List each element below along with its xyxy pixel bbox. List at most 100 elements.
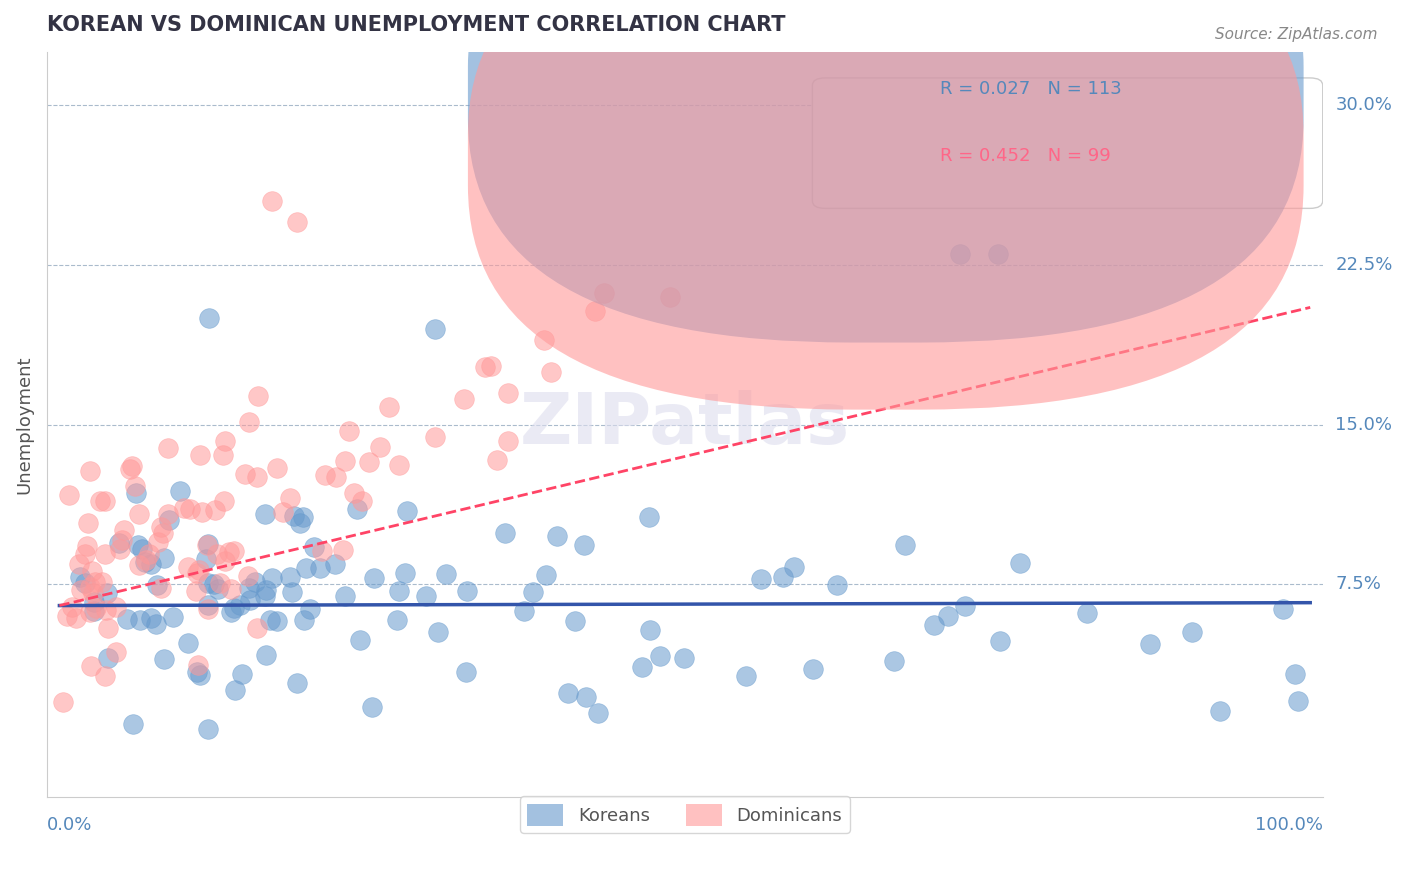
Point [121,458,143,473]
Point [218,545,240,559]
Point [195,538,218,552]
Point [83,595,105,609]
Point [894,537,917,551]
Point [197,601,219,615]
Point [536,568,558,582]
Point [96,585,118,599]
Point [214,494,236,508]
Point [292,510,315,524]
Point [108,542,131,557]
Point [260,194,283,208]
Point [292,613,315,627]
Point [387,583,409,598]
Point [631,660,654,674]
Point [388,458,411,473]
FancyBboxPatch shape [468,0,1303,343]
Point [188,668,211,682]
Point [79,580,101,594]
Point [349,632,371,647]
Point [574,537,596,551]
Point [124,478,146,492]
Point [162,609,184,624]
Point [302,540,325,554]
Point [247,389,270,403]
Point [749,572,772,586]
Point [191,504,214,518]
Point [1076,606,1098,620]
Point [173,500,195,515]
Point [254,582,277,597]
Point [131,542,153,557]
Point [84,575,107,590]
Text: R = 0.027   N = 113: R = 0.027 N = 113 [941,80,1122,98]
Point [105,599,128,614]
Point [494,525,516,540]
Point [52,695,75,709]
FancyBboxPatch shape [468,0,1303,409]
Point [266,615,288,629]
Point [385,613,408,627]
Point [1272,601,1295,615]
Point [290,516,312,531]
Point [69,570,91,584]
Point [827,578,849,592]
Point [157,508,180,522]
Point [97,650,120,665]
Point [198,311,221,326]
Point [79,605,101,619]
Point [423,430,446,444]
Point [1181,625,1204,640]
Point [188,448,211,462]
Point [311,544,333,558]
Point [659,290,682,304]
Text: Source: ZipAtlas.com: Source: ZipAtlas.com [1215,27,1378,42]
Point [233,467,256,482]
Point [357,455,380,469]
Point [212,448,235,462]
Point [56,608,79,623]
Point [224,682,246,697]
Point [260,571,283,585]
Point [134,555,156,569]
Point [69,583,91,598]
Point [346,502,368,516]
Point [184,584,207,599]
Y-axis label: Unemployment: Unemployment [15,355,32,494]
Point [735,669,758,683]
Point [593,285,616,300]
Text: 100.0%: 100.0% [1254,816,1323,834]
Point [197,537,219,551]
Point [949,247,972,261]
Point [111,533,134,548]
Point [540,366,562,380]
Point [128,508,150,522]
Point [637,510,659,524]
Point [152,525,174,540]
Point [278,491,301,505]
Point [125,485,148,500]
Point [361,699,384,714]
Point [146,535,169,549]
Point [924,618,946,632]
Text: 0.0%: 0.0% [46,816,93,834]
Point [395,504,418,518]
Point [352,493,374,508]
Point [474,360,496,375]
Point [236,569,259,583]
Text: ZIPatlas: ZIPatlas [520,390,849,459]
Point [280,584,302,599]
Point [76,516,98,531]
Point [243,574,266,589]
Point [219,582,242,596]
Point [107,536,129,550]
Point [1010,557,1032,571]
Point [94,603,117,617]
Point [368,441,391,455]
Point [224,543,246,558]
Point [1139,637,1161,651]
Point [522,585,544,599]
Text: R = 0.452   N = 99: R = 0.452 N = 99 [941,147,1111,165]
Point [295,561,318,575]
Point [157,442,180,456]
Point [938,609,960,624]
